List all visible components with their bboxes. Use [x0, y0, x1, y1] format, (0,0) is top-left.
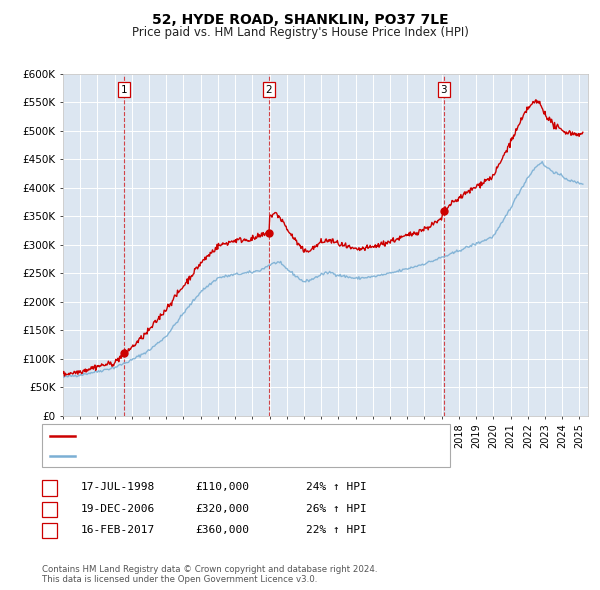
Text: 16-FEB-2017: 16-FEB-2017 [81, 525, 155, 535]
Text: £110,000: £110,000 [195, 483, 249, 492]
Text: 17-JUL-1998: 17-JUL-1998 [81, 483, 155, 492]
Text: 24% ↑ HPI: 24% ↑ HPI [306, 483, 367, 492]
Text: 1: 1 [46, 483, 53, 492]
Text: Price paid vs. HM Land Registry's House Price Index (HPI): Price paid vs. HM Land Registry's House … [131, 26, 469, 39]
Text: 1: 1 [121, 85, 127, 95]
Text: 19-DEC-2006: 19-DEC-2006 [81, 504, 155, 513]
Text: Contains HM Land Registry data © Crown copyright and database right 2024.
This d: Contains HM Land Registry data © Crown c… [42, 565, 377, 584]
Text: 26% ↑ HPI: 26% ↑ HPI [306, 504, 367, 513]
Text: 3: 3 [46, 525, 53, 535]
Text: 2: 2 [46, 504, 53, 513]
Text: 52, HYDE ROAD, SHANKLIN, PO37 7LE (detached house): 52, HYDE ROAD, SHANKLIN, PO37 7LE (detac… [79, 431, 372, 441]
Text: 2: 2 [266, 85, 272, 95]
Text: £360,000: £360,000 [195, 525, 249, 535]
Text: 22% ↑ HPI: 22% ↑ HPI [306, 525, 367, 535]
Text: 52, HYDE ROAD, SHANKLIN, PO37 7LE: 52, HYDE ROAD, SHANKLIN, PO37 7LE [152, 13, 448, 27]
Text: HPI: Average price, detached house, Isle of Wight: HPI: Average price, detached house, Isle… [79, 451, 337, 461]
Text: 3: 3 [440, 85, 447, 95]
Text: £320,000: £320,000 [195, 504, 249, 513]
